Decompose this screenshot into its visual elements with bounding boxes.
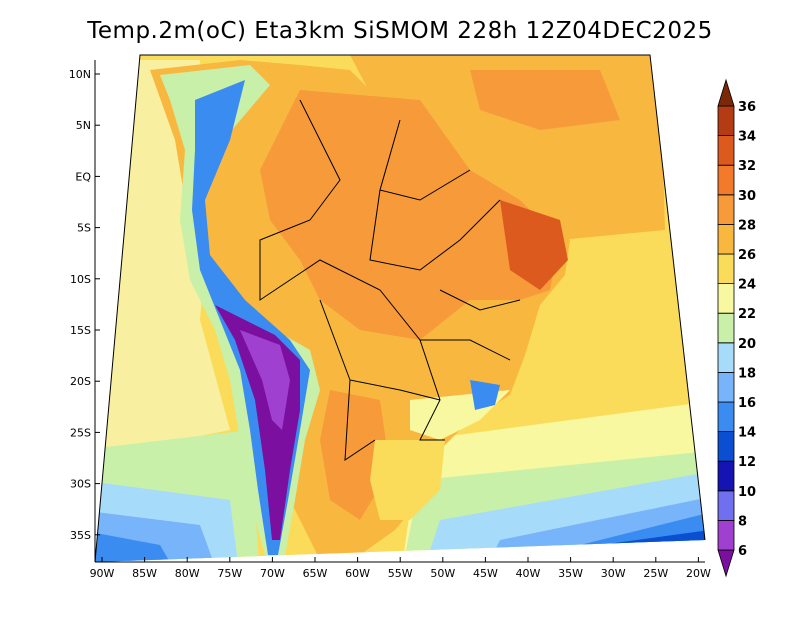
temperature-field: [95, 55, 705, 562]
colorbar-label: 30: [738, 189, 756, 204]
colorbar-swatch: [717, 372, 735, 403]
longitude-axis: 90W 85W 80W 75W 70W 65W 60W 55W 50W 45W 40W 35W 30W 2…: [90, 557, 711, 580]
colorbar-swatch: [717, 342, 735, 373]
lon-tick-label: 40W: [516, 567, 541, 580]
colorbar-swatch: [717, 78, 735, 107]
lon-tick-label: 65W: [303, 567, 328, 580]
colorbar-swatch: [717, 253, 735, 284]
colorbar-label: 16: [738, 396, 756, 411]
colorbar-swatch: [717, 135, 735, 166]
mantiqueira-cold: [470, 380, 500, 410]
colorbar-label: 32: [738, 159, 756, 174]
southern-brazil: [370, 440, 445, 520]
colorbar-swatch: [717, 490, 735, 521]
lon-tick-label: 70W: [260, 567, 285, 580]
lon-tick-label: 55W: [388, 567, 413, 580]
map-title: Temp.2m(oC) Eta3km SiSMOM 228h 12Z04DEC2…: [87, 18, 713, 44]
lat-tick-label: 30S: [70, 478, 91, 491]
lat-tick-label: 10S: [70, 273, 91, 286]
colorbar-swatch: [717, 431, 735, 462]
lat-tick-label: EQ: [75, 170, 91, 183]
lat-tick-label: 15S: [70, 324, 91, 337]
lon-tick-label: 75W: [217, 567, 242, 580]
lat-tick-label: 10N: [69, 68, 91, 81]
colorbar-swatch: [717, 401, 735, 432]
lon-tick-label: 20W: [686, 567, 711, 580]
colorbar-label: 26: [738, 248, 756, 263]
lon-tick-label: 45W: [473, 567, 498, 580]
lat-tick-label: 5S: [77, 222, 91, 235]
lat-tick-label: 25S: [70, 426, 91, 439]
lat-tick-label: 20S: [70, 375, 91, 388]
colorbar-swatch: [717, 194, 735, 225]
colorbar-label: 36: [738, 100, 756, 115]
colorbar-swatch: [717, 520, 735, 551]
colorbar-label: 34: [738, 130, 756, 145]
altiplano-core: [240, 330, 290, 430]
colorbar: 6 8 10 12 14 16 18 20 22 24 26 28 30 32 34 36: [717, 78, 756, 578]
country-borders: [259, 99, 521, 461]
colorbar-swatch: [717, 460, 735, 492]
colorbar-label: 20: [738, 337, 756, 352]
colorbar-swatch: [717, 224, 735, 255]
latitude-axis: 10N 5N EQ 5S 10S 15S 20S 25S 30S 35S: [69, 68, 100, 542]
lon-tick-label: 85W: [132, 567, 157, 580]
colorbar-swatch: [717, 549, 735, 578]
lat-tick-label: 5N: [76, 119, 91, 132]
colorbar-swatch: [717, 283, 735, 314]
lon-tick-label: 50W: [430, 567, 455, 580]
colorbar-label: 18: [738, 366, 756, 381]
colorbar-swatch: [717, 105, 735, 136]
colorbar-label: 8: [738, 514, 747, 529]
lat-tick-label: 35S: [70, 529, 91, 542]
interior-hot: [260, 90, 560, 340]
lon-tick-label: 35W: [558, 567, 583, 580]
colorbar-label: 10: [738, 485, 756, 500]
colorbar-label: 12: [738, 455, 756, 470]
north-atlantic-hot: [470, 70, 620, 130]
lon-tick-label: 25W: [643, 567, 668, 580]
colorbar-label: 24: [738, 278, 756, 293]
lon-tick-label: 30W: [601, 567, 626, 580]
colorbar-label: 6: [738, 544, 747, 559]
south-pacific-16: [95, 530, 180, 562]
colorbar-swatch: [717, 164, 735, 196]
lon-tick-label: 90W: [90, 567, 115, 580]
colorbar-label: 28: [738, 218, 756, 233]
colorbar-swatch: [717, 312, 735, 344]
lon-tick-label: 80W: [175, 567, 200, 580]
northeast-hottest: [500, 200, 568, 290]
colorbar-label: 22: [738, 307, 756, 322]
map-frame: [94, 54, 706, 563]
colorbar-label: 14: [738, 426, 756, 441]
lon-tick-label: 60W: [345, 567, 370, 580]
